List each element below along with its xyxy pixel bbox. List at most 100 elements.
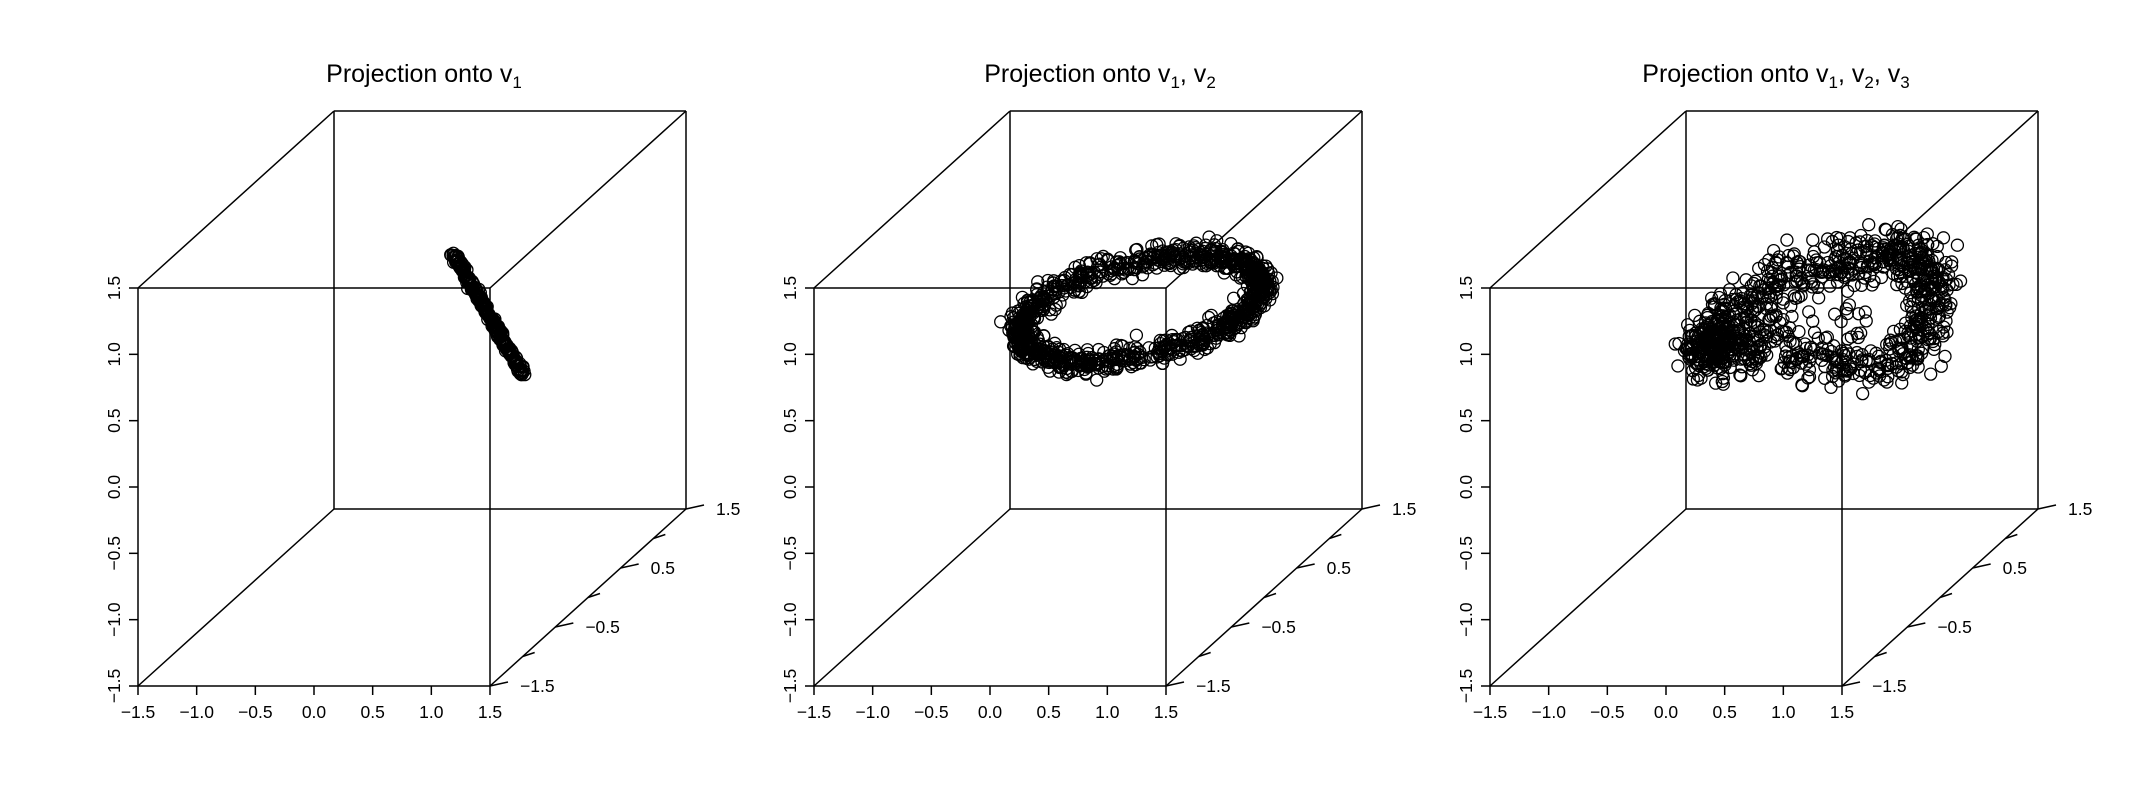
data-point (1685, 349, 1700, 364)
data-point (1020, 337, 1035, 351)
data-point (1681, 337, 1695, 351)
y-tick-mark (555, 622, 574, 628)
data-point (1781, 361, 1795, 375)
data-point (1819, 348, 1833, 363)
data-point (1839, 302, 1853, 316)
data-point (1911, 291, 1925, 306)
data-point (1242, 308, 1256, 322)
data-point (1896, 347, 1910, 361)
data-point (1120, 255, 1134, 270)
data-point (1779, 339, 1793, 353)
data-point (1935, 326, 1950, 340)
data-point (1832, 268, 1847, 282)
y-axis: −1.5 −0.5 0.5 1.5 (489, 499, 740, 696)
data-point (1776, 296, 1790, 310)
x-tick-label: 0.5 (1713, 702, 1737, 722)
y-tick-label: 0.5 (651, 558, 675, 578)
data-point (1031, 275, 1045, 289)
data-point (1780, 233, 1794, 247)
data-point (1238, 256, 1252, 270)
data-point (1840, 306, 1855, 321)
data-point (1807, 263, 1821, 277)
data-point (1168, 250, 1183, 264)
z-tick-label: −1.0 (104, 602, 124, 637)
data-point (1727, 298, 1741, 313)
data-point (1049, 282, 1064, 296)
data-point (1712, 347, 1726, 362)
data-point (1818, 331, 1833, 345)
data-point (1090, 373, 1104, 387)
data-point (1831, 238, 1846, 252)
data-point (1838, 355, 1852, 369)
y-tick-mark (2037, 504, 2057, 510)
data-point (1785, 349, 1800, 363)
data-point (1777, 278, 1791, 292)
data-point (1802, 354, 1817, 368)
y-tick-label: −0.5 (1261, 617, 1296, 637)
data-point (1945, 255, 1959, 269)
y-tick-mark (1263, 592, 1277, 599)
data-point (1073, 266, 1087, 280)
data-point (1130, 242, 1144, 257)
x-tick-label: 1.0 (1095, 702, 1120, 722)
data-point (1160, 256, 1174, 270)
z-tick-label: 1.0 (104, 342, 124, 367)
data-point (1830, 363, 1844, 377)
z-tick-label: 1.0 (1456, 342, 1476, 367)
data-point (1745, 296, 1759, 311)
x-tick-label: −1.0 (179, 702, 214, 722)
data-point (1702, 341, 1716, 355)
data-point (1880, 375, 1894, 389)
chart-title: Projection onto v1 (326, 60, 522, 92)
data-point (1874, 270, 1889, 285)
data-point (1251, 271, 1266, 285)
data-point (1743, 357, 1757, 371)
data-point (1748, 274, 1763, 288)
data-point (1064, 280, 1078, 294)
data-point (1940, 283, 1954, 297)
bounding-box (1489, 110, 2039, 687)
data-point (1924, 367, 1938, 381)
data-point (1716, 304, 1731, 318)
data-point (1812, 291, 1826, 305)
data-point (1229, 310, 1243, 325)
data-point (1746, 276, 1761, 291)
data-point (1818, 371, 1832, 385)
data-point (1779, 255, 1794, 270)
data-point (1891, 220, 1905, 234)
data-point (1877, 242, 1891, 257)
data-point (1907, 230, 1921, 244)
data-point (1096, 355, 1110, 369)
data-point (1869, 259, 1883, 274)
data-point (1116, 339, 1130, 353)
data-point (1226, 253, 1240, 267)
data-point (1950, 238, 1965, 252)
z-tick-label: −0.5 (780, 536, 800, 571)
data-point (1727, 348, 1741, 363)
data-point (1227, 291, 1241, 305)
data-point (1802, 363, 1817, 377)
data-point (1167, 335, 1181, 349)
data-point (1784, 299, 1798, 313)
z-tick-label: −1.5 (1456, 669, 1476, 704)
data-point (1795, 379, 1810, 393)
z-tick-label: 1.5 (780, 276, 800, 300)
data-point (1701, 340, 1715, 354)
data-point (1793, 260, 1808, 274)
y-tick-label: 0.5 (2003, 558, 2027, 578)
y-tick-mark (1874, 651, 1887, 658)
x-tick-label: −0.5 (238, 702, 273, 722)
data-point (1729, 288, 1743, 302)
data-point (1787, 247, 1801, 261)
data-point (1826, 363, 1840, 377)
data-point (1140, 254, 1154, 269)
data-point (1936, 231, 1951, 245)
data-point (1722, 315, 1736, 329)
data-point (1683, 352, 1697, 366)
data-point (1196, 321, 1210, 335)
data-point (1766, 330, 1781, 344)
data-point (1030, 283, 1044, 297)
data-point (1059, 365, 1073, 379)
data-point (1726, 271, 1740, 285)
y-tick-mark (1329, 533, 1342, 540)
